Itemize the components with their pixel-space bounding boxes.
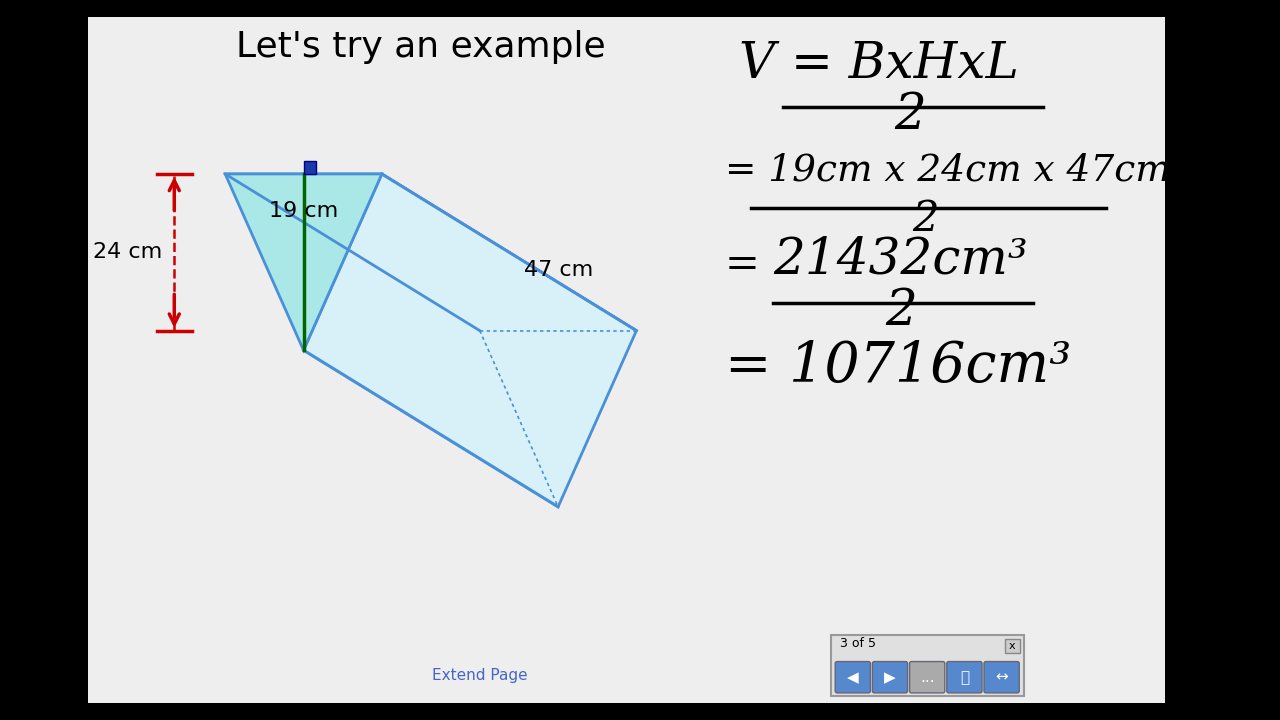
Text: 2: 2	[913, 198, 938, 240]
Text: Let's try an example: Let's try an example	[237, 30, 605, 63]
Text: 3 of 5: 3 of 5	[840, 637, 876, 650]
FancyBboxPatch shape	[910, 662, 945, 693]
Text: V = BxHxL: V = BxHxL	[740, 40, 1019, 89]
Text: x: x	[1009, 641, 1016, 651]
Text: = 10716cm³: = 10716cm³	[724, 339, 1071, 394]
FancyBboxPatch shape	[835, 662, 870, 693]
FancyBboxPatch shape	[88, 17, 1165, 703]
Polygon shape	[225, 174, 636, 330]
Text: 47 cm: 47 cm	[524, 260, 593, 280]
Text: ⬛: ⬛	[960, 670, 969, 685]
FancyBboxPatch shape	[1005, 639, 1020, 653]
FancyBboxPatch shape	[947, 662, 982, 693]
Text: ▶: ▶	[884, 670, 896, 685]
Text: 19 cm: 19 cm	[269, 202, 338, 221]
Text: ...: ...	[920, 670, 934, 685]
Text: 2: 2	[895, 91, 927, 140]
Text: 2: 2	[884, 287, 916, 336]
Text: 21432cm³: 21432cm³	[773, 235, 1028, 285]
Text: 24 cm: 24 cm	[92, 243, 161, 262]
Text: =: =	[724, 244, 759, 286]
Bar	[303, 161, 316, 174]
FancyBboxPatch shape	[831, 635, 1024, 696]
Polygon shape	[225, 174, 381, 350]
Text: Extend Page: Extend Page	[431, 667, 527, 683]
FancyBboxPatch shape	[873, 662, 908, 693]
Text: ↔: ↔	[996, 670, 1007, 685]
Text: ◀: ◀	[847, 670, 859, 685]
Polygon shape	[303, 174, 636, 507]
FancyBboxPatch shape	[984, 662, 1019, 693]
Text: = 19cm x 24cm x 47cm: = 19cm x 24cm x 47cm	[724, 153, 1170, 189]
